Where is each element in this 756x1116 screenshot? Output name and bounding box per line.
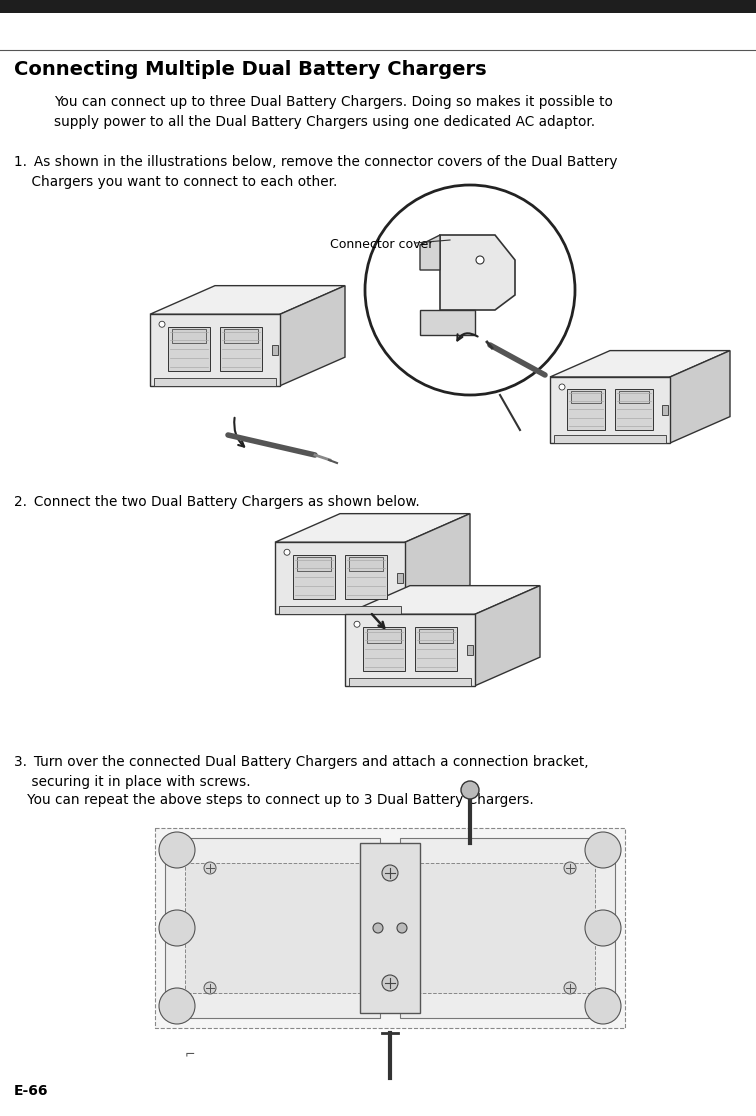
Text: 1. As shown in the illustrations below, remove the connector covers of the Dual : 1. As shown in the illustrations below, … bbox=[14, 155, 618, 189]
Circle shape bbox=[382, 865, 398, 881]
Bar bbox=[168, 327, 210, 372]
Text: 2. Connect the two Dual Battery Chargers as shown below.: 2. Connect the two Dual Battery Chargers… bbox=[14, 496, 420, 509]
Polygon shape bbox=[280, 286, 345, 386]
Bar bbox=[0, 0, 756, 13]
Polygon shape bbox=[150, 286, 345, 315]
Bar bbox=[225, 329, 258, 343]
Bar bbox=[363, 627, 404, 672]
Polygon shape bbox=[420, 310, 475, 335]
Bar bbox=[293, 555, 335, 599]
Circle shape bbox=[585, 833, 621, 868]
Text: Connecting Multiple Dual Battery Chargers: Connecting Multiple Dual Battery Charger… bbox=[14, 60, 487, 79]
Bar bbox=[345, 614, 475, 685]
Bar bbox=[297, 557, 330, 570]
Text: Connector cover: Connector cover bbox=[330, 238, 433, 251]
Bar bbox=[279, 606, 401, 614]
Polygon shape bbox=[345, 586, 540, 614]
Bar bbox=[220, 327, 262, 372]
Circle shape bbox=[354, 622, 360, 627]
Circle shape bbox=[284, 549, 290, 556]
Text: ⌐: ⌐ bbox=[185, 1047, 196, 1060]
Circle shape bbox=[559, 384, 565, 389]
Bar bbox=[345, 555, 387, 599]
Bar bbox=[349, 677, 471, 685]
Bar bbox=[165, 838, 380, 1018]
Bar bbox=[567, 388, 606, 430]
Bar bbox=[360, 843, 420, 1013]
Bar bbox=[185, 863, 360, 993]
Circle shape bbox=[476, 256, 484, 264]
Circle shape bbox=[159, 988, 195, 1024]
Circle shape bbox=[365, 185, 575, 395]
Circle shape bbox=[204, 982, 216, 994]
Polygon shape bbox=[670, 350, 730, 443]
Polygon shape bbox=[475, 586, 540, 685]
Bar bbox=[155, 828, 625, 1028]
Bar bbox=[571, 391, 601, 403]
Circle shape bbox=[159, 833, 195, 868]
Bar bbox=[154, 377, 276, 386]
Bar bbox=[415, 627, 457, 672]
Circle shape bbox=[397, 923, 407, 933]
Circle shape bbox=[564, 982, 576, 994]
Polygon shape bbox=[420, 235, 440, 270]
Bar bbox=[420, 629, 453, 643]
Polygon shape bbox=[405, 513, 470, 614]
Bar bbox=[367, 629, 401, 643]
Bar bbox=[150, 315, 280, 386]
Circle shape bbox=[373, 923, 383, 933]
Bar bbox=[550, 377, 670, 443]
Text: You can repeat the above steps to connect up to 3 Dual Battery Chargers.: You can repeat the above steps to connec… bbox=[14, 793, 534, 807]
Bar bbox=[400, 838, 615, 1018]
Bar bbox=[420, 863, 595, 993]
Circle shape bbox=[564, 862, 576, 874]
Bar bbox=[272, 345, 278, 355]
Circle shape bbox=[585, 910, 621, 946]
Text: You can connect up to three Dual Battery Chargers. Doing so makes it possible to: You can connect up to three Dual Battery… bbox=[54, 95, 613, 129]
Text: E-66: E-66 bbox=[14, 1084, 48, 1098]
Bar bbox=[349, 557, 383, 570]
Text: 3. Turn over the connected Dual Battery Chargers and attach a connection bracket: 3. Turn over the connected Dual Battery … bbox=[14, 756, 589, 789]
Circle shape bbox=[382, 975, 398, 991]
Bar bbox=[554, 435, 666, 443]
Bar bbox=[467, 645, 473, 655]
Bar bbox=[618, 391, 649, 403]
Polygon shape bbox=[440, 235, 515, 310]
Circle shape bbox=[585, 988, 621, 1024]
Polygon shape bbox=[550, 350, 730, 377]
Bar bbox=[275, 542, 405, 614]
Circle shape bbox=[159, 910, 195, 946]
Circle shape bbox=[159, 321, 165, 327]
Bar bbox=[662, 405, 668, 415]
Circle shape bbox=[204, 862, 216, 874]
Circle shape bbox=[461, 781, 479, 799]
Bar bbox=[397, 573, 403, 583]
Bar bbox=[615, 388, 653, 430]
Polygon shape bbox=[275, 513, 470, 542]
Bar bbox=[172, 329, 206, 343]
